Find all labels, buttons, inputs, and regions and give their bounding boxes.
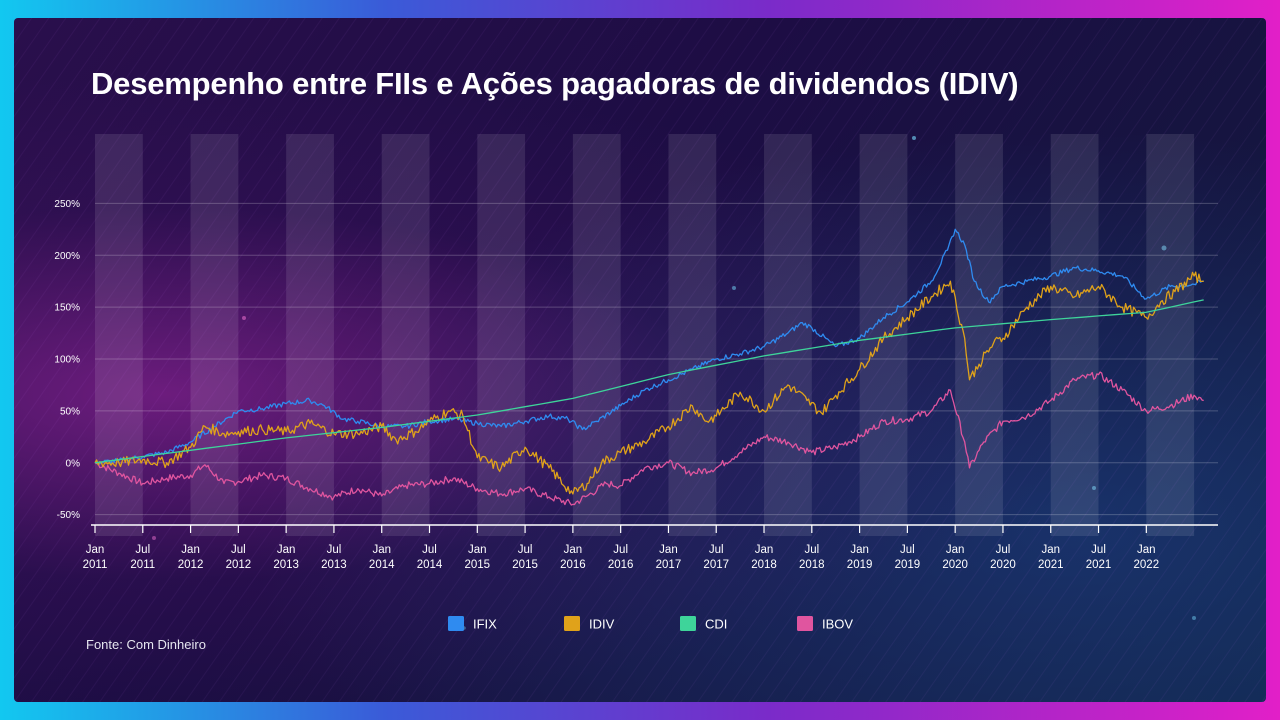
- x-tick-label: 2017: [703, 559, 729, 571]
- legend: IFIX IDIV CDI IBOV: [448, 616, 853, 632]
- x-tick-label: Jul: [804, 544, 819, 556]
- x-tick-label: Jul: [135, 544, 150, 556]
- x-tick-label: Jul: [231, 544, 246, 556]
- x-tick-label: 2021: [1038, 559, 1064, 571]
- x-tick-label: Jan: [1041, 544, 1060, 556]
- series-line-idiv: [94, 271, 1204, 495]
- grid-lines: [95, 202, 1218, 516]
- year-band: [1050, 134, 1099, 536]
- x-tick-label: Jan: [946, 544, 965, 556]
- x-tick-label: 2015: [465, 559, 491, 571]
- series-line-ifix: [94, 228, 1204, 465]
- year-band: [477, 134, 526, 536]
- y-tick-label: 250%: [54, 199, 80, 210]
- y-tick-label: 200%: [54, 251, 80, 262]
- x-tick-label: 2013: [321, 559, 347, 571]
- x-tick-label: Jul: [327, 544, 342, 556]
- x-tick-label: Jan: [468, 544, 487, 556]
- legend-label-idiv: IDIV: [589, 617, 615, 632]
- x-tick-label: 2019: [895, 559, 921, 571]
- x-tick-label: 2012: [226, 559, 252, 571]
- x-tick-label: Jan: [564, 544, 583, 556]
- y-tick-label: -50%: [57, 510, 80, 521]
- legend-swatch-cdi: [680, 616, 696, 631]
- x-tick-label: Jul: [709, 544, 724, 556]
- sparkle-dot: [1192, 616, 1196, 620]
- sparkle-dot: [152, 536, 156, 540]
- y-tick-label: 150%: [54, 303, 80, 314]
- x-tick-label: 2014: [417, 559, 443, 571]
- chart-title: Desempenho entre FIIs e Ações pagadoras …: [91, 66, 1019, 101]
- x-tick-label: 2020: [942, 559, 968, 571]
- x-tick-label: Jan: [755, 544, 774, 556]
- x-tick-label: Jan: [659, 544, 678, 556]
- legend-swatch-ibov: [797, 616, 813, 631]
- sparkle-dot: [912, 136, 916, 140]
- year-band: [668, 134, 717, 536]
- year-band: [764, 134, 812, 536]
- y-tick-label: 50%: [60, 406, 80, 417]
- x-tick-label: 2018: [751, 559, 777, 571]
- year-band: [381, 134, 430, 536]
- sparkle-dot: [732, 286, 736, 290]
- x-tick-label: Jan: [277, 544, 296, 556]
- x-tick-label: 2018: [799, 559, 825, 571]
- x-tick-label: Jul: [1091, 544, 1106, 556]
- x-tick-label: Jul: [422, 544, 437, 556]
- x-tick-label: 2014: [369, 559, 395, 571]
- legend-label-ifix: IFIX: [473, 617, 497, 632]
- x-tick-label: 2016: [608, 559, 634, 571]
- x-tick-label: Jul: [900, 544, 915, 556]
- year-bands: [95, 134, 1195, 536]
- x-tick-label: Jan: [86, 544, 105, 556]
- x-axis: Jan 2011 Jul 2011 Jan 2012 Jul 2012 Jan 2013 Jul 20…: [83, 524, 1218, 571]
- x-tick-label: 2015: [512, 559, 538, 571]
- line-chart: -50% 0% 50% 100% 150% 200% 250% Jan 2011 Jul 2011…: [54, 134, 1218, 632]
- legend-swatch-ifix: [448, 616, 464, 631]
- source-note: Fonte: Com Dinheiro: [86, 637, 206, 652]
- x-tick-label: Jul: [996, 544, 1011, 556]
- background-decoration: [14, 18, 1266, 702]
- slide-panel: Desempenho entre FIIs e Ações pagadoras …: [14, 18, 1266, 702]
- legend-label-cdi: CDI: [705, 617, 727, 632]
- x-tick-label: Jan: [1137, 544, 1156, 556]
- series-line-cdi: [94, 299, 1204, 464]
- x-tick-label: 2013: [273, 559, 299, 571]
- x-tick-label: 2020: [990, 559, 1016, 571]
- x-tick-label: 2011: [130, 559, 155, 571]
- x-tick-label: 2017: [656, 559, 682, 571]
- year-band: [286, 134, 334, 536]
- sparkle-dot: [1092, 486, 1096, 490]
- legend-label-ibov: IBOV: [822, 617, 853, 632]
- year-band: [1146, 134, 1195, 536]
- x-tick-label: 2016: [560, 559, 586, 571]
- x-tick-label: Jul: [613, 544, 628, 556]
- y-axis: -50% 0% 50% 100% 150% 200% 250%: [54, 199, 80, 521]
- y-tick-label: 0%: [66, 458, 81, 469]
- legend-swatch-idiv: [564, 616, 580, 631]
- year-band: [95, 134, 143, 536]
- x-tick-label: 2011: [83, 559, 108, 571]
- sparkle-dot: [242, 316, 246, 320]
- x-tick-label: 2022: [1134, 559, 1160, 571]
- x-tick-label: 2012: [178, 559, 204, 571]
- year-band: [190, 134, 239, 536]
- y-tick-label: 100%: [54, 355, 80, 366]
- diagonal-texture: [14, 18, 1266, 702]
- x-tick-label: Jan: [181, 544, 200, 556]
- series-lines: [94, 228, 1204, 506]
- series-line-ibov: [94, 371, 1204, 506]
- year-band: [955, 134, 1003, 536]
- x-tick-label: 2019: [847, 559, 873, 571]
- sparkle-dot: [1161, 245, 1167, 251]
- year-band: [572, 134, 621, 536]
- x-tick-label: Jan: [372, 544, 391, 556]
- x-tick-label: 2021: [1086, 559, 1112, 571]
- x-tick-label: Jul: [518, 544, 533, 556]
- x-tick-label: Jan: [850, 544, 869, 556]
